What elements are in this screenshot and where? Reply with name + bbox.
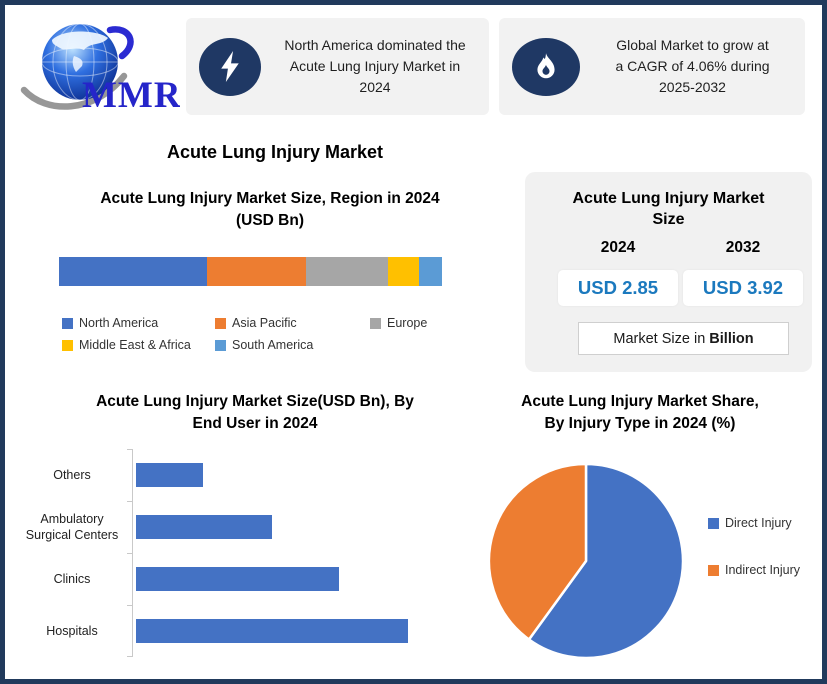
region-stacked-bar [59, 257, 442, 286]
legend-direct-injury: Direct Injury [708, 516, 792, 530]
legend-europe: Europe [370, 316, 427, 330]
legend-north-america: North America [62, 316, 158, 330]
footnote-bold: Billion [709, 330, 754, 347]
banner2-line2: a CAGR of 4.06% during [615, 58, 770, 74]
legend-label-asia-pacific: Asia Pacific [232, 316, 297, 330]
end-user-bar-chart: Others Ambulatory Surgical Centers Clini… [17, 449, 437, 657]
legend-label-indirect: Indirect Injury [725, 563, 801, 577]
bar-label-ambulatory: Ambulatory Surgical Centers [25, 512, 119, 542]
segment-south-america [418, 257, 442, 286]
pie-slice-indirect-injury [487, 462, 588, 641]
legend-label-direct: Direct Injury [725, 516, 792, 530]
market-size-footnote: Market Size in Billion [578, 322, 789, 355]
logo-swoosh-gray [20, 72, 128, 110]
banner2-line3: 2025-2032 [659, 79, 726, 95]
pie-title-line2: By Injury Type in 2024 (%) [544, 415, 736, 432]
bar-row-clinics: Clinics [17, 553, 437, 605]
pie-slice-direct-injury [527, 462, 685, 660]
logo-landmass [52, 31, 108, 50]
lightning-bolt-icon [199, 37, 261, 96]
legend-swatch-europe [370, 317, 381, 329]
banner1-text: North America dominated the Acute Lung I… [261, 35, 489, 98]
banner-cagr: Global Market to grow at a CAGR of 4.06%… [499, 18, 805, 115]
banner2-line1: Global Market to grow at [616, 37, 769, 53]
bar-hospitals [136, 619, 408, 643]
segment-mea [387, 257, 419, 286]
bar-clinics [136, 567, 340, 591]
segment-north-america [59, 257, 207, 286]
bar-row-ambulatory: Ambulatory Surgical Centers [17, 501, 437, 553]
legend-indirect-injury: Indirect Injury [708, 563, 800, 577]
legend-label-north-america: North America [79, 316, 159, 330]
legend-swatch-asia-pacific [215, 317, 226, 329]
banner1-line2: Acute Lung Injury Market in [289, 58, 461, 74]
banner1-line3: 2024 [359, 79, 391, 95]
pie-chart-title: Acute Lung Injury Market Share, By Injur… [470, 391, 810, 435]
banner-north-america: North America dominated the Acute Lung I… [186, 18, 489, 115]
segment-asia-pacific [206, 257, 306, 286]
bar-row-hospitals: Hospitals [17, 605, 437, 657]
mmr-logo: MMR [20, 23, 180, 116]
bar-row-others: Others [17, 449, 437, 501]
legend-swatch-indirect [708, 564, 719, 576]
value-card-2032: USD 3.92 [683, 270, 803, 306]
year-2032: 2032 [725, 239, 761, 256]
injury-pie-svg [487, 462, 685, 660]
legend-swatch-direct [708, 517, 719, 529]
legend-asia-pacific: Asia Pacific [215, 316, 297, 330]
legend-label-europe: Europe [387, 316, 428, 330]
footnote-prefix: Market Size in [613, 330, 710, 347]
logo-landmass-south [72, 56, 83, 72]
panel-title-line1: Acute Lung Injury Market [572, 190, 765, 207]
legend-label-mea: Middle East & Africa [79, 338, 191, 352]
banner1-line1: North America dominated the [284, 37, 466, 53]
banner2-text: Global Market to grow at a CAGR of 4.06%… [580, 35, 805, 98]
legend-south-america: South America [215, 338, 313, 352]
market-size-panel: Acute Lung Injury Market Size 2024 2032 … [525, 172, 812, 372]
logo-text: MMR [82, 75, 180, 116]
legend-swatch-south-america [215, 339, 226, 351]
panel-title-line2: Size [652, 211, 685, 228]
end-user-y-axis [127, 449, 133, 657]
end-user-title-line2: End User in 2024 [192, 415, 318, 432]
region-chart-title-line2: (USD Bn) [235, 212, 305, 229]
bar-label-hospitals: Hospitals [46, 624, 98, 638]
legend-swatch-north-america [62, 317, 73, 329]
legend-mea: Middle East & Africa [62, 338, 191, 352]
bar-ambulatory [136, 515, 272, 539]
end-user-chart-title: Acute Lung Injury Market Size(USD Bn), B… [55, 391, 455, 435]
market-size-panel-title: Acute Lung Injury Market Size [525, 188, 812, 230]
legend-swatch-mea [62, 339, 73, 351]
flame-icon [512, 37, 580, 96]
end-user-title-line1: Acute Lung Injury Market Size(USD Bn), B… [96, 393, 414, 410]
legend-label-south-america: South America [232, 338, 314, 352]
value-2032: USD 3.92 [702, 277, 784, 298]
pie-title-line1: Acute Lung Injury Market Share, [521, 393, 759, 410]
page-title: Acute Lung Injury Market [166, 142, 384, 162]
logo-swoosh-blue [106, 26, 134, 60]
region-chart-title: Acute Lung Injury Market Size, Region in… [30, 188, 510, 232]
value-2024: USD 2.85 [577, 277, 659, 298]
value-card-2024: USD 2.85 [558, 270, 678, 306]
bar-others [136, 463, 204, 487]
logo-globe-graticule [41, 23, 119, 101]
segment-europe [305, 257, 388, 286]
banner2-icon-wrap [512, 37, 580, 96]
banner1-icon-wrap [199, 37, 261, 96]
region-chart-title-line1: Acute Lung Injury Market Size, Region in… [100, 190, 440, 207]
year-2024: 2024 [600, 239, 636, 256]
bar-label-clinics: Clinics [53, 572, 91, 586]
bar-label-others: Others [53, 468, 91, 482]
